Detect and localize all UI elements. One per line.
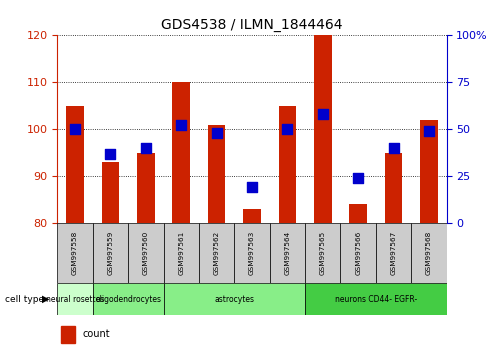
Text: GSM997567: GSM997567 (391, 231, 397, 275)
Bar (93, 283, 164, 315)
Bar (349, 204, 367, 223)
Point (319, 112, 327, 117)
Bar (164, 283, 305, 315)
Text: neural rosettes: neural rosettes (46, 295, 104, 304)
Point (106, 151, 114, 156)
Point (177, 122, 185, 128)
Point (71, 126, 79, 132)
Title: GDS4538 / ILMN_1844464: GDS4538 / ILMN_1844464 (161, 18, 343, 32)
Text: oligodendrocytes: oligodendrocytes (95, 295, 161, 304)
Point (248, 184, 256, 190)
Bar (314, 35, 332, 223)
Point (213, 130, 221, 136)
Bar (61, 326, 75, 343)
Text: GSM997565: GSM997565 (320, 231, 326, 275)
Point (390, 145, 398, 151)
Bar (411, 223, 447, 283)
Bar (278, 106, 296, 223)
Point (142, 145, 150, 151)
Bar (128, 223, 164, 283)
Text: GSM997563: GSM997563 (249, 231, 255, 275)
Text: GSM997561: GSM997561 (178, 231, 184, 275)
Bar (66, 106, 84, 223)
Text: GSM997560: GSM997560 (143, 231, 149, 275)
Text: GSM997558: GSM997558 (72, 231, 78, 275)
Text: neurons CD44- EGFR-: neurons CD44- EGFR- (335, 295, 417, 304)
Bar (269, 223, 305, 283)
Bar (420, 120, 438, 223)
Text: count: count (83, 329, 110, 339)
Text: GSM997568: GSM997568 (426, 231, 432, 275)
Bar (57, 223, 93, 283)
Bar (305, 283, 447, 315)
Bar (385, 153, 402, 223)
Text: astrocytes: astrocytes (214, 295, 254, 304)
Bar (305, 223, 340, 283)
Text: GSM997559: GSM997559 (107, 231, 113, 275)
Bar (102, 162, 119, 223)
Bar (340, 223, 376, 283)
Bar (137, 153, 155, 223)
Bar (199, 223, 235, 283)
Bar (243, 209, 261, 223)
Point (425, 128, 433, 134)
Bar (164, 223, 199, 283)
Bar (93, 223, 128, 283)
Text: ▶: ▶ (42, 294, 50, 304)
Text: GSM997564: GSM997564 (284, 231, 290, 275)
Bar (376, 223, 411, 283)
Bar (57, 283, 93, 315)
Bar (235, 223, 269, 283)
Text: GSM997562: GSM997562 (214, 231, 220, 275)
Text: cell type: cell type (5, 295, 44, 304)
Bar (208, 125, 226, 223)
Text: GSM997566: GSM997566 (355, 231, 361, 275)
Bar (172, 82, 190, 223)
Point (283, 126, 291, 132)
Point (354, 175, 362, 181)
